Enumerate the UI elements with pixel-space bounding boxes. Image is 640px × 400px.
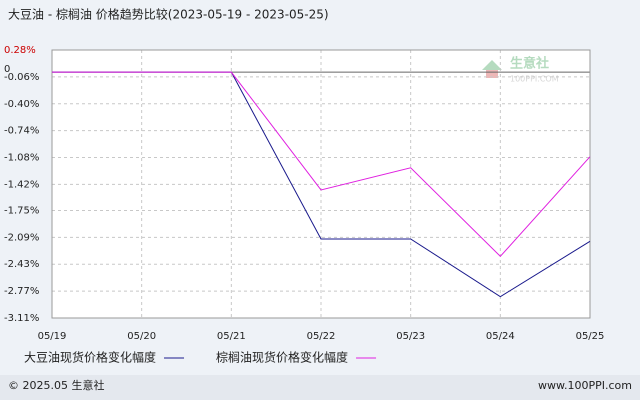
y-tick-label: -2.43% [4,259,39,270]
watermark-icon [482,60,502,70]
y-tick-label: -3.11% [4,313,39,324]
y-tick-label: -0.74% [4,126,39,137]
x-tick-label: 05/20 [127,331,156,342]
chart-title: 大豆油 - 棕榈油 价格趋势比较(2023-05-19 - 2023-05-25… [8,7,329,22]
y-tick-label: -0.40% [4,99,39,110]
watermark-text: 100PPI.COM [510,75,559,84]
y-tick-label: -2.09% [4,232,39,243]
x-tick-label: 05/19 [38,331,67,342]
footer-bar [0,375,640,400]
footer-right: www.100PPI.com [538,379,632,392]
y-tick-label: -0.06% [4,72,39,83]
x-tick-label: 05/21 [217,331,246,342]
y-tick-label: -1.42% [4,179,39,190]
y-tick-label: -2.77% [4,286,39,297]
y-tick-label: -1.75% [4,205,39,216]
x-tick-label: 05/24 [486,331,515,342]
legend-label: 棕榈油现货价格变化幅度 [216,350,348,365]
watermark: 生意社 100PPI.COM [482,56,559,84]
y-tick-label: 0.28% [4,45,36,56]
x-tick-label: 05/23 [396,331,425,342]
zero-label: 0 [4,64,10,75]
plot-border [51,49,591,319]
watermark-text: 生意社 [510,56,549,72]
x-tick-label: 05/25 [576,331,605,342]
series-line [52,71,591,258]
legend-label: 大豆油现货价格变化幅度 [24,350,156,365]
x-tick-label: 05/22 [307,331,336,342]
y-tick-label: -1.08% [4,153,39,164]
footer-left: © 2025.05 生意社 [8,378,104,392]
watermark-icon [486,70,498,78]
